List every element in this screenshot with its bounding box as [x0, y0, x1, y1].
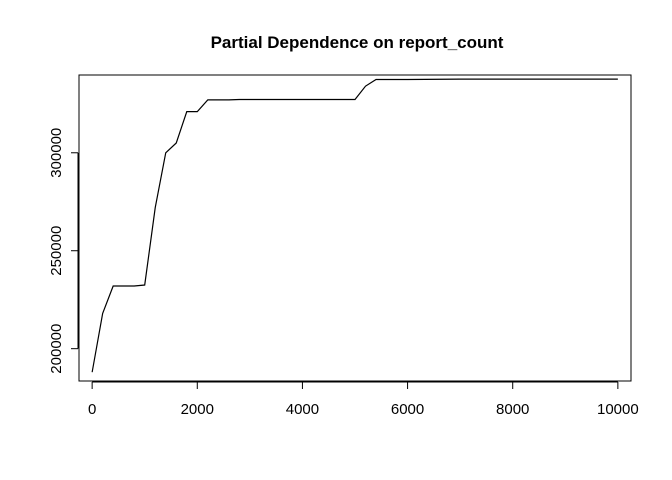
y-tick-label: 250000: [48, 226, 65, 276]
x-tick-label: 8000: [496, 401, 529, 418]
chart-title: Partial Dependence on report_count: [211, 33, 504, 52]
x-tick-label: 10000: [597, 401, 639, 418]
plot-frame: [78, 74, 632, 382]
x-axis-ticks: 0 2000 4000 6000 8000 10000: [88, 382, 639, 418]
y-tick-label: 300000: [48, 128, 65, 178]
y-axis-ticks: 200000 250000 300000: [48, 128, 78, 374]
x-tick-label: 4000: [286, 401, 319, 418]
partial-dependence-line: [91, 78, 618, 373]
x-tick-label: 2000: [181, 401, 214, 418]
y-tick-label: 200000: [48, 324, 65, 374]
x-tick-label: 6000: [391, 401, 424, 418]
x-tick-label: 0: [88, 401, 96, 418]
